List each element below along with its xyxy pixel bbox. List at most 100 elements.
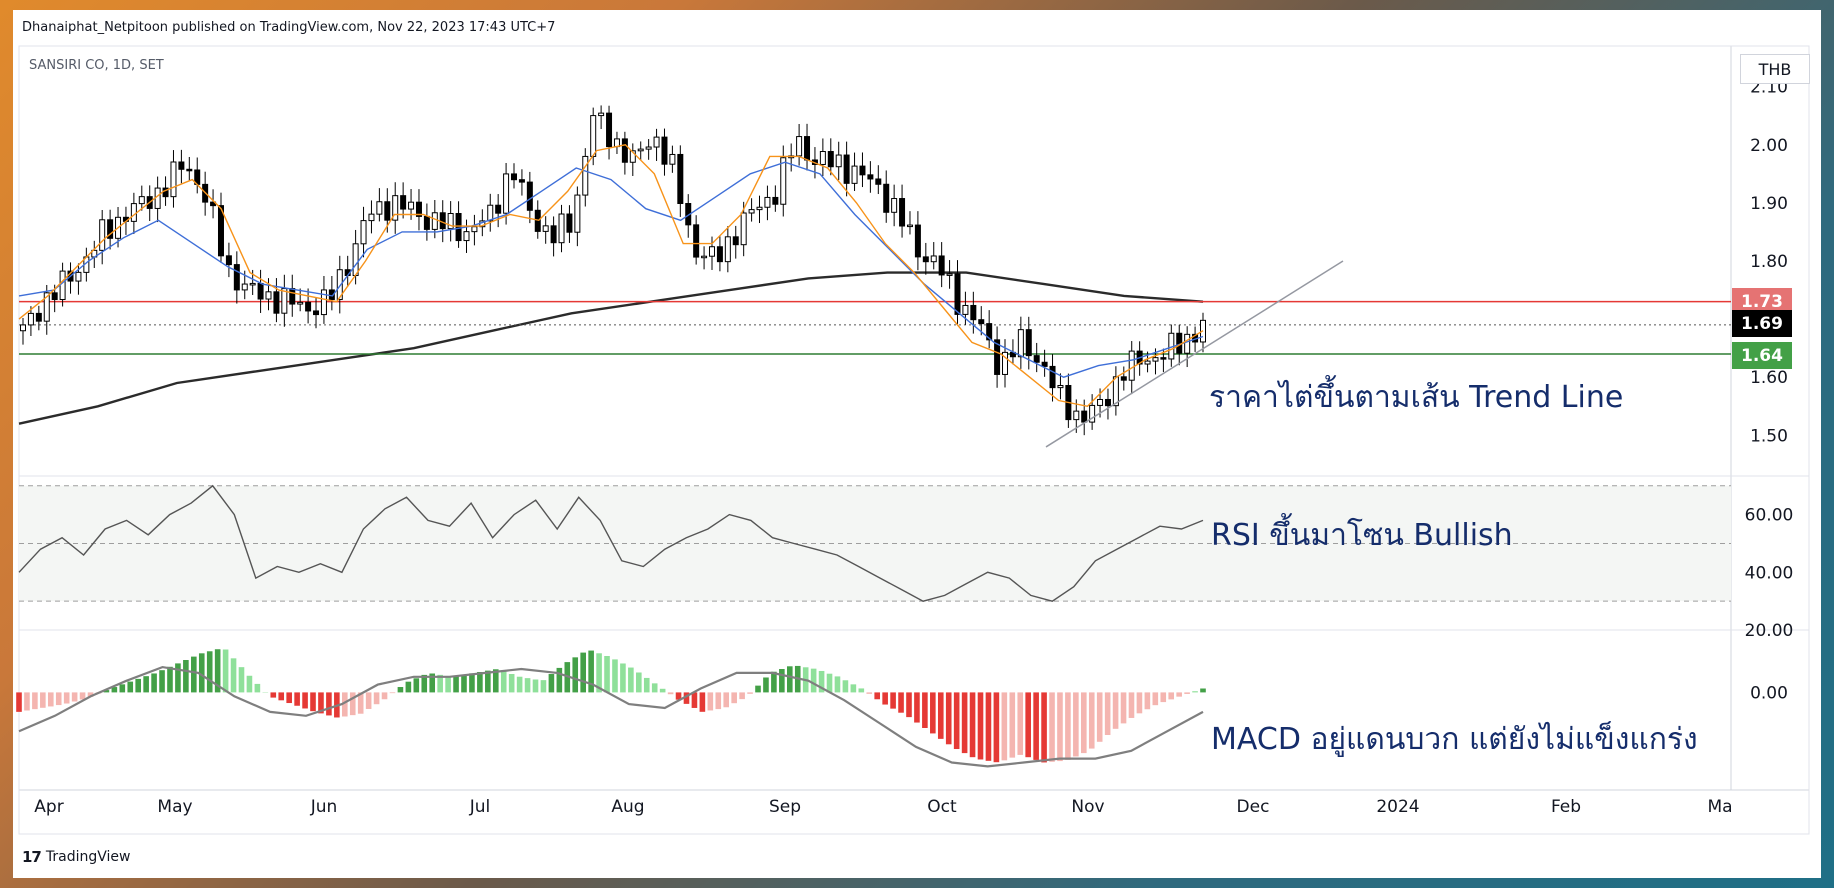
candle-body <box>1049 365 1056 389</box>
candle-body <box>1184 333 1191 354</box>
candle-body <box>669 153 676 165</box>
macd-histogram-bar <box>175 663 181 693</box>
macd-histogram-bar <box>47 692 54 707</box>
candle-body <box>1104 398 1111 407</box>
price-tick-label: 1.90 <box>1750 194 1788 214</box>
candle-body <box>526 181 533 211</box>
time-tick-label: Ma <box>1707 797 1732 817</box>
candle-body <box>408 201 415 210</box>
macd-histogram-bar <box>818 670 825 693</box>
macd-histogram-bar <box>254 683 261 693</box>
candle-body <box>732 236 739 246</box>
macd-histogram-bar <box>294 692 300 706</box>
macd-histogram-bar <box>850 684 857 693</box>
chart-border <box>18 45 1810 835</box>
macd-histogram-bar <box>349 692 356 716</box>
macd-histogram-bar <box>286 692 292 704</box>
rsi-tick-label: 60.00 <box>1745 506 1794 526</box>
macd-histogram-bar <box>667 692 674 695</box>
macd-histogram-bar <box>397 687 404 693</box>
macd-histogram-bar <box>906 692 912 718</box>
macd-histogram-bar <box>1112 692 1119 729</box>
candle-body <box>970 304 977 321</box>
candle-body <box>43 292 50 322</box>
macd-histogram-bar <box>516 676 523 693</box>
candle-body <box>883 183 890 213</box>
candle-body <box>550 225 557 244</box>
candle-body <box>1081 410 1088 423</box>
macd-histogram-bar <box>1057 692 1063 762</box>
macd-histogram-bar <box>834 676 841 693</box>
macd-histogram-bar <box>318 692 324 714</box>
candle-body <box>384 201 391 221</box>
candle-body <box>320 289 327 316</box>
candle-body <box>891 198 898 213</box>
candle-body <box>708 246 715 257</box>
macd-histogram-bar <box>111 687 118 693</box>
macd-histogram-bar <box>191 656 197 693</box>
candle-body <box>186 168 193 172</box>
tradingview-brand: TradingView <box>45 849 131 865</box>
macd-histogram-bar <box>636 672 642 693</box>
candle-body <box>851 165 858 184</box>
macd-histogram-bar <box>612 659 618 693</box>
macd-histogram-bar <box>1192 691 1198 693</box>
macd-histogram-bar <box>222 649 229 693</box>
macd-histogram-bar <box>1017 692 1024 755</box>
macd-histogram-bar <box>659 688 666 693</box>
candle-body <box>574 194 581 233</box>
candle-body <box>1128 350 1135 381</box>
candle-body <box>740 212 747 246</box>
time-tick-label: Nov <box>1071 797 1104 817</box>
macd-histogram-bar <box>898 692 904 713</box>
macd-histogram-bar <box>1025 692 1031 758</box>
macd-histogram-bar <box>882 692 888 705</box>
macd-histogram-bar <box>588 650 594 693</box>
candle-body <box>313 310 320 316</box>
time-tick-label: Jul <box>469 797 491 817</box>
tradingview-logo[interactable]: 17 TradingView <box>22 848 130 866</box>
macd-histogram-bar <box>1104 692 1111 735</box>
time-tick-label: Feb <box>1551 797 1581 817</box>
macd-histogram-bar <box>866 692 873 694</box>
macd-histogram-bar <box>32 692 38 710</box>
macd-histogram-bar <box>63 692 70 704</box>
macd-histogram-bar <box>993 692 1000 763</box>
candle-body <box>938 255 945 276</box>
currency-button[interactable]: THB <box>1740 54 1810 84</box>
candle-body <box>281 288 288 314</box>
macd-histogram-bar <box>79 692 86 700</box>
macd-histogram-bar <box>437 674 443 693</box>
candle-body <box>1089 404 1096 423</box>
macd-histogram-bar <box>1096 692 1103 742</box>
candle-body <box>471 226 478 233</box>
macd-histogram-bar <box>922 692 928 728</box>
candle-body <box>922 256 929 263</box>
macd-histogram-bar <box>421 674 428 693</box>
candle-body <box>130 203 137 222</box>
candle-body <box>899 198 906 227</box>
candle-body <box>534 209 541 232</box>
macd-histogram-bar <box>1041 692 1047 763</box>
macd-histogram-bar <box>270 692 277 698</box>
macd-histogram-bar <box>556 667 563 693</box>
candle-body <box>558 213 565 244</box>
candle-body <box>566 213 573 233</box>
macd-histogram-bar <box>755 685 761 693</box>
price-annotation: ราคาไต่ขึ้นตามเส้น Trend Line <box>1209 380 1624 415</box>
rsi-tick-label: 20.00 <box>1745 621 1794 641</box>
candle-body <box>867 174 874 180</box>
macd-histogram-bar <box>357 692 364 714</box>
macd-histogram-bar <box>596 653 602 693</box>
macd-histogram-bar <box>1144 692 1151 710</box>
candle-body <box>511 173 518 181</box>
candle-body <box>178 161 185 170</box>
ema-slow-line <box>18 161 1204 378</box>
candle-body <box>1057 384 1064 389</box>
macd-histogram-bar <box>167 666 173 693</box>
time-tick-label: Oct <box>927 797 957 817</box>
candle-body <box>265 291 272 300</box>
candle-body <box>875 178 882 185</box>
candle-body <box>827 151 834 168</box>
candle-body <box>273 291 280 314</box>
